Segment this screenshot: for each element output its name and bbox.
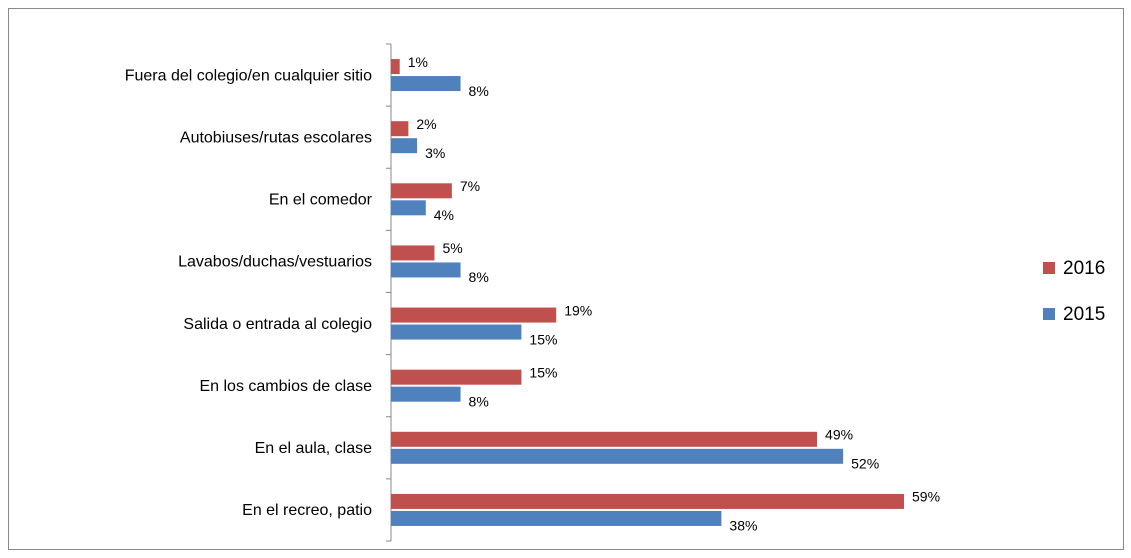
legend-label: 2015	[1063, 304, 1105, 325]
bar	[391, 200, 426, 216]
category-label: Fuera del colegio/en cualquier sitio	[125, 67, 372, 84]
value-label: 8%	[469, 83, 489, 99]
legend-label: 2016	[1063, 258, 1105, 279]
bar	[391, 121, 409, 137]
category-label: En los cambios de clase	[199, 378, 372, 395]
value-label: 19%	[564, 302, 592, 318]
value-label: 5%	[442, 240, 462, 256]
value-label: 2%	[416, 116, 436, 132]
value-label: 38%	[729, 518, 757, 534]
bar	[391, 448, 844, 464]
category-label: Salida o entrada al colegio	[183, 316, 372, 333]
value-label: 15%	[529, 364, 557, 380]
bar	[391, 183, 452, 199]
category-label: Autobiuses/rutas escolares	[180, 129, 372, 146]
bar	[391, 369, 522, 385]
category-label: En el comedor	[269, 192, 373, 209]
value-label: 15%	[529, 331, 557, 347]
bar	[391, 324, 522, 340]
value-label: 1%	[408, 54, 428, 70]
value-label: 4%	[434, 207, 454, 223]
legend-swatch	[1043, 262, 1055, 274]
value-label: 52%	[851, 456, 879, 472]
legend-swatch	[1043, 308, 1055, 320]
category-label: En el recreo, patio	[242, 502, 372, 519]
bar	[391, 59, 400, 75]
category-label: Lavabos/duchas/vestuarios	[178, 254, 372, 271]
bar	[391, 493, 904, 509]
bar	[391, 307, 557, 323]
value-label: 59%	[912, 489, 940, 505]
bar	[391, 76, 461, 92]
bar	[391, 245, 435, 261]
bar	[391, 431, 818, 447]
chart-border	[8, 8, 1124, 550]
category-label: En el aula, clase	[255, 440, 373, 457]
value-label: 3%	[425, 145, 445, 161]
bar	[391, 386, 461, 402]
value-label: 8%	[469, 393, 489, 409]
bar	[391, 138, 418, 154]
bar	[391, 262, 461, 278]
value-label: 8%	[469, 269, 489, 285]
bar	[391, 510, 722, 526]
value-label: 49%	[825, 427, 853, 443]
value-label: 7%	[460, 178, 480, 194]
